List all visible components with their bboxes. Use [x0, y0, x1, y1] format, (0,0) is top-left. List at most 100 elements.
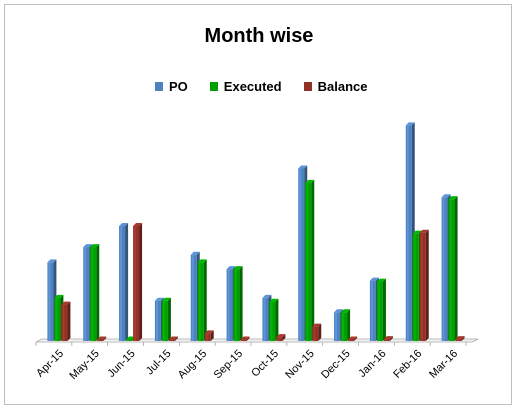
x-tick-label-10: Feb-16: [391, 348, 424, 381]
bar-top-po-7: [298, 165, 308, 169]
bar-highlight-balance-4: [205, 333, 208, 341]
bar-highlight-po-5: [227, 269, 230, 341]
bar-top-balance-8: [348, 336, 358, 340]
floor: [35, 338, 479, 343]
x-tick-label-7: Nov-15: [283, 348, 317, 382]
bar-top-executed-2: [126, 336, 136, 340]
bar-top-balance-5: [240, 336, 250, 340]
bar-highlight-balance-2: [134, 226, 137, 341]
bar-top-executed-8: [341, 309, 351, 313]
bar-side-balance-3: [174, 336, 178, 341]
bar-highlight-balance-0: [62, 304, 65, 341]
bar-top-balance-0: [61, 301, 71, 305]
bar-highlight-executed-5: [234, 269, 237, 341]
bar-side-balance-10: [425, 229, 429, 341]
bar-side-balance-7: [318, 323, 322, 341]
x-tick-label-2: Jun-15: [105, 348, 137, 380]
bar-highlight-po-7: [299, 168, 302, 341]
bar-highlight-executed-9: [377, 281, 380, 341]
bar-highlight-executed-8: [342, 312, 345, 341]
bar-highlight-executed-2: [127, 339, 130, 341]
bar-top-executed-6: [269, 298, 279, 302]
legend-item-po: PO: [155, 79, 188, 94]
bar-top-balance-6: [276, 334, 286, 338]
x-tick-label-1: May-15: [67, 348, 101, 382]
bar-side-balance-11: [461, 336, 465, 341]
x-tick-label-6: Oct-15: [249, 348, 281, 380]
bar-side-executed-11: [454, 196, 458, 341]
bar-side-executed-8: [347, 309, 351, 341]
legend-item-balance: Balance: [303, 79, 367, 94]
bar-highlight-balance-3: [169, 339, 172, 341]
bar-highlight-balance-9: [384, 339, 387, 341]
bar-side-executed-1: [96, 244, 100, 341]
bar-highlight-balance-8: [349, 339, 352, 341]
bar-highlight-po-8: [335, 312, 338, 341]
bar-side-balance-1: [103, 336, 107, 341]
x-tick-label-9: Jan-16: [356, 348, 388, 380]
bar-top-executed-10: [412, 230, 422, 234]
bar-side-balance-4: [210, 330, 214, 341]
bar-side-balance-8: [354, 336, 358, 341]
bar-top-po-6: [262, 294, 272, 298]
legend-label-po: PO: [169, 78, 188, 94]
bar-side-executed-7: [311, 179, 315, 341]
bar-highlight-po-0: [48, 262, 51, 341]
bar-side-executed-5: [239, 266, 243, 341]
bar-side-balance-6: [282, 334, 286, 341]
bar-top-executed-3: [161, 297, 171, 301]
chart-title: Month wise: [204, 25, 314, 47]
bar-highlight-po-9: [370, 280, 373, 341]
bar-side-executed-3: [167, 297, 171, 341]
bar-side-executed-4: [203, 259, 207, 341]
bar-top-po-4: [190, 251, 200, 255]
bar-highlight-po-6: [263, 297, 266, 341]
bar-highlight-balance-1: [98, 339, 101, 341]
bar-highlight-po-11: [442, 197, 445, 341]
bar-highlight-executed-11: [449, 199, 452, 341]
bar-top-balance-11: [455, 336, 465, 340]
bar-highlight-po-10: [406, 125, 409, 341]
x-tick-label-8: Dec-15: [319, 348, 353, 382]
bar-top-executed-1: [90, 244, 100, 248]
bar-top-po-1: [83, 244, 93, 248]
bar-top-executed-4: [197, 259, 207, 263]
bar-highlight-po-1: [84, 247, 87, 341]
bar-side-executed-6: [275, 298, 279, 341]
bar-highlight-executed-10: [413, 233, 416, 341]
bar-highlight-executed-1: [91, 247, 94, 341]
bar-highlight-po-4: [191, 254, 194, 341]
bar-top-executed-5: [233, 266, 243, 270]
bar-highlight-balance-5: [241, 339, 244, 341]
x-tick-label-5: Sep-15: [212, 348, 246, 382]
bar-side-balance-9: [389, 336, 393, 341]
bar-highlight-executed-4: [198, 262, 201, 341]
bar-top-balance-3: [168, 336, 178, 340]
bar-side-balance-2: [139, 223, 143, 341]
bar-top-po-9: [369, 277, 379, 281]
bar-highlight-executed-6: [270, 301, 273, 341]
bar-top-balance-4: [204, 330, 214, 334]
bar-highlight-executed-7: [306, 182, 309, 341]
bar-top-executed-9: [376, 278, 386, 282]
bar-top-executed-7: [305, 179, 315, 183]
bar-top-po-3: [154, 297, 164, 301]
bar-top-po-11: [441, 194, 451, 198]
bar-highlight-po-2: [120, 226, 123, 341]
x-tick-label-11: Mar-16: [427, 348, 460, 381]
legend-item-executed: Executed: [209, 79, 282, 94]
bar-highlight-balance-6: [277, 337, 280, 341]
bar-top-balance-1: [97, 336, 107, 340]
x-tick-label-0: Apr-15: [34, 348, 66, 380]
x-tick-label-3: Jul-15: [144, 348, 174, 378]
bar-highlight-po-3: [155, 300, 158, 341]
bar-top-po-5: [226, 266, 236, 270]
bar-top-po-10: [405, 122, 415, 126]
bar-highlight-executed-0: [55, 297, 58, 341]
bar-side-po-2: [125, 223, 129, 341]
legend-swatch-executed: [209, 81, 218, 91]
x-tick-label-4: Aug-15: [176, 348, 210, 382]
bar-top-po-2: [119, 223, 129, 226]
bar-side-executed-9: [382, 278, 386, 341]
